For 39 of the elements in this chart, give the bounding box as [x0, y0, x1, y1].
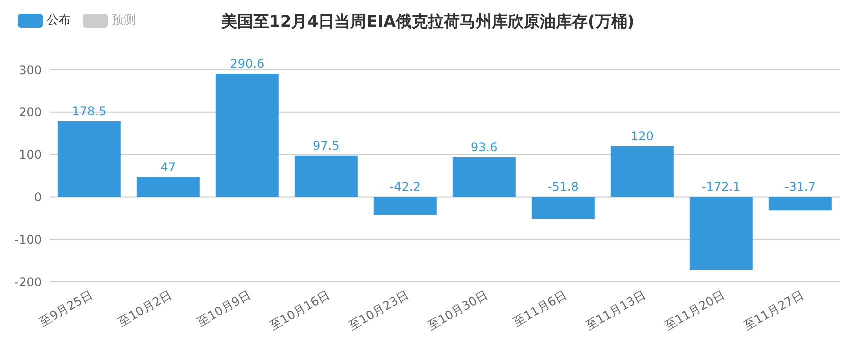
data-label: -42.2: [390, 180, 421, 194]
x-tick-label: 至11月13日: [584, 288, 648, 334]
x-tick-label: 至10月16日: [268, 288, 332, 334]
data-label: -51.8: [548, 180, 579, 194]
x-tick-label: 至9月25日: [37, 288, 96, 330]
x-tick-label: 至10月30日: [426, 288, 490, 334]
data-label: 178.5: [72, 104, 107, 119]
x-tick-label: 至10月9日: [195, 288, 254, 330]
x-tick-label: 至11月27日: [742, 288, 806, 334]
legend-label: 公布: [47, 12, 71, 29]
data-label: 290.6: [230, 56, 265, 71]
x-tick-label: 至11月6日: [511, 288, 570, 330]
bar: [452, 158, 516, 198]
y-tick-label: 0: [34, 190, 42, 204]
x-tick-label: 至11月20日: [662, 288, 728, 334]
data-label: -172.1: [702, 180, 741, 194]
legend-label: 预测: [112, 12, 136, 29]
x-tick-label: 至10月2日: [116, 288, 174, 330]
data-label: 47: [160, 160, 176, 174]
bar: [690, 197, 753, 270]
data-label: 93.6: [471, 140, 498, 155]
x-tick-label: 至10月23日: [346, 288, 412, 334]
chart-title: 美国至12月4日当周EIA俄克拉荷马州库欣原油库存(万桶): [221, 12, 635, 31]
bar: [610, 146, 674, 198]
bar: [532, 197, 595, 220]
bar: [294, 156, 358, 198]
bar: [136, 177, 200, 198]
bar: [374, 197, 437, 216]
bar: [58, 122, 121, 198]
data-label: -31.7: [784, 180, 816, 194]
y-tick-label: 300: [19, 63, 42, 78]
y-tick-label: -200: [14, 275, 42, 290]
bar: [216, 74, 279, 198]
y-tick-label: -100: [14, 232, 42, 247]
data-label: 97.5: [313, 138, 340, 153]
bar: [768, 197, 832, 211]
data-label: 120: [630, 129, 654, 144]
y-tick-label: 100: [19, 148, 42, 162]
y-tick-label: 200: [19, 106, 42, 120]
